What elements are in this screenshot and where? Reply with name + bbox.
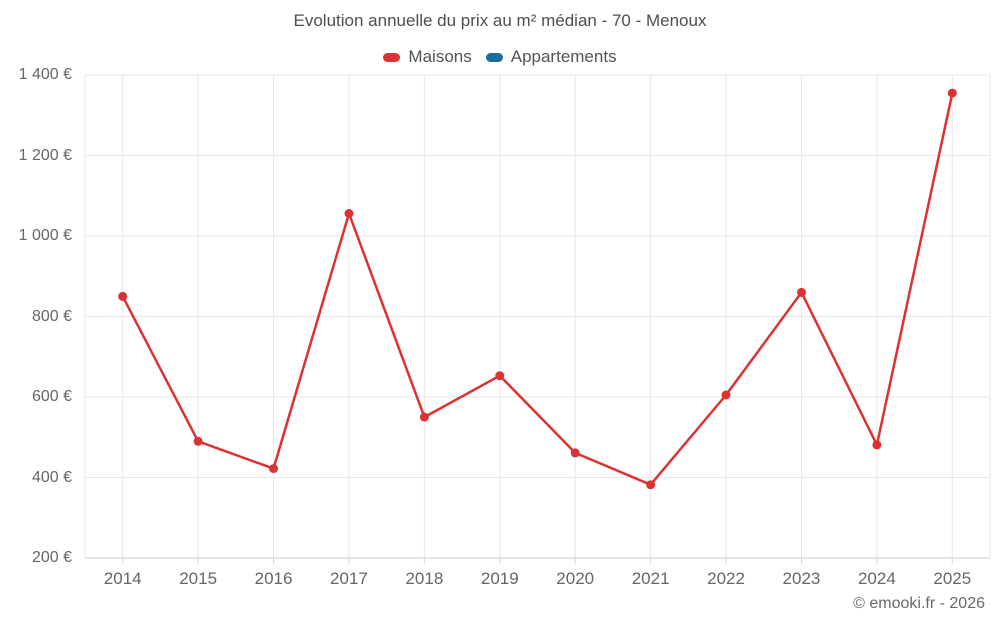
data-point-2019[interactable] (495, 371, 505, 381)
series-line-maisons (121, 92, 954, 486)
y-axis-label: 1 000 € (18, 227, 72, 244)
x-axis-label-2016: 2016 (254, 569, 293, 588)
x-axis-label-2025: 2025 (933, 569, 972, 588)
x-axis-label-2024: 2024 (857, 569, 896, 588)
x-axis-label-2022: 2022 (707, 569, 745, 588)
y-axis-label: 800 € (31, 307, 72, 325)
data-point-2022[interactable] (721, 390, 731, 400)
x-axis-label-2020: 2020 (556, 569, 595, 588)
chart-title: Evolution annuelle du prix au m² médian … (293, 11, 707, 30)
data-point-2017[interactable] (344, 209, 354, 218)
legend-label: Maisons (408, 47, 472, 66)
x-axis-label-2018: 2018 (405, 569, 444, 588)
x-axis-label-2021: 2021 (631, 569, 670, 588)
x-axis-label-2015: 2015 (179, 569, 218, 588)
y-axis-label: 1 400 € (18, 66, 72, 83)
x-axis-label-2017: 2017 (330, 569, 368, 588)
data-point-2024[interactable] (872, 440, 882, 450)
data-point-2015[interactable] (193, 436, 203, 446)
copyright-footer: © emooki.fr - 2026 (853, 595, 985, 612)
legend-swatch-appartements (485, 52, 503, 62)
y-axis-label: 600 € (31, 388, 72, 405)
x-axis-label-2019: 2019 (480, 569, 519, 588)
y-axis-label: 200 € (31, 549, 72, 566)
x-axis-label-2014: 2014 (103, 569, 142, 588)
data-point-2018[interactable] (419, 412, 429, 422)
data-point-2023[interactable] (797, 287, 806, 297)
data-point-2020[interactable] (570, 448, 580, 458)
legend-item-maisons[interactable]: Maisons (383, 47, 472, 67)
x-axis-label-2023: 2023 (782, 569, 821, 588)
chart-legend: Maisons Appartements (0, 46, 1000, 68)
data-point-2014[interactable] (118, 291, 128, 301)
data-point-2021[interactable] (646, 480, 656, 490)
legend-item-appartements[interactable]: Appartements (485, 47, 617, 67)
data-point-2025[interactable] (947, 88, 957, 98)
y-axis-label: 400 € (31, 468, 72, 486)
legend-label: Appartements (510, 47, 617, 66)
y-axis-label: 1 200 € (18, 146, 72, 164)
data-point-2016[interactable] (269, 464, 278, 474)
legend-swatch-maisons (383, 52, 401, 62)
